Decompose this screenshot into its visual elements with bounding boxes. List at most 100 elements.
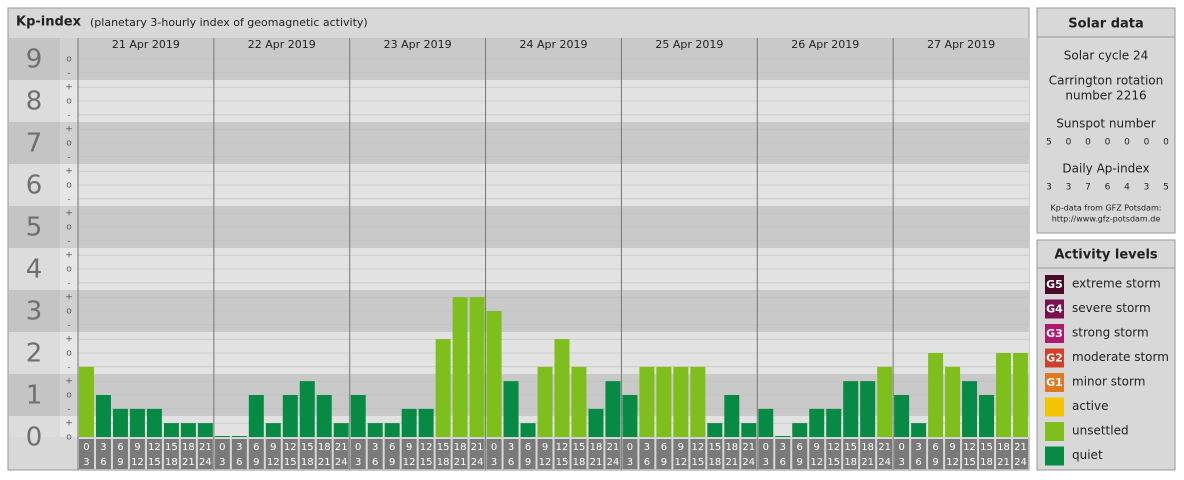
time-box [452,439,468,469]
band [60,248,78,290]
y-minor-label: + [65,209,73,219]
time-label: 12 [674,457,687,468]
source: http://www.gfz-potsdam.de [1052,215,1161,224]
time-box [537,439,553,469]
time-box [775,439,791,469]
band [9,248,60,290]
time-label: 6 [525,442,531,453]
time-box [554,439,570,469]
time-label: 6 [780,457,786,468]
day-label: 27 Apr 2019 [927,38,995,51]
time-box [843,439,859,469]
level-code: G1 [1046,376,1063,389]
chart-title: Kp-index [16,15,82,30]
time-box [809,439,825,469]
band [60,290,78,332]
time-label: 15 [148,457,161,468]
bar [962,381,978,437]
day-label: 21 Apr 2019 [112,38,180,51]
bar [129,408,145,437]
bar [724,395,740,437]
time-label: 18 [844,457,857,468]
time-box [486,439,502,469]
time-box [792,439,808,469]
band [60,416,78,437]
y-minor-label: - [67,152,70,162]
bar [435,339,451,437]
time-box [758,439,774,469]
time-label: 21 [1014,442,1027,453]
time-label: 3 [780,442,786,453]
bar [979,395,995,437]
time-label: 18 [573,457,586,468]
time-label: 18 [182,442,195,453]
bar [588,408,604,437]
bar [112,408,128,437]
band [60,374,78,416]
time-label: 6 [797,442,803,453]
time-box [384,439,400,469]
band [9,416,60,437]
level-name: unsettled [1072,424,1129,438]
bar [639,366,655,437]
bar [554,339,570,437]
time-box [1013,439,1028,469]
y-minor-label: - [67,320,70,330]
time-label: 12 [148,442,161,453]
band [60,332,78,374]
sunspot-value: 0 [1085,138,1091,148]
y-minor-label: + [65,377,73,387]
time-box [520,439,536,469]
bar [197,423,213,437]
band [60,38,78,80]
time-box [962,439,978,469]
time-box [316,439,332,469]
time-label: 15 [844,442,857,453]
sunspot-title: Sunspot number [1056,117,1155,131]
day-label: 23 Apr 2019 [384,38,452,51]
y-tick-label: 3 [26,297,43,327]
time-label: 15 [420,457,433,468]
time-box [469,439,485,469]
bar [622,395,638,437]
bar [1013,353,1028,437]
time-box [214,439,230,469]
level-code: G4 [1046,303,1063,316]
time-label: 9 [406,442,412,453]
time-label: 12 [946,457,959,468]
source: Kp-data from GFZ Potsdam: [1051,204,1162,213]
time-label: 6 [253,442,259,453]
bar [571,366,587,437]
time-label: 21 [607,442,620,453]
y-minor-label: - [67,404,70,414]
y-minor-label: - [67,68,70,78]
time-box [588,439,604,469]
level-swatch [1045,275,1064,294]
time-box [79,439,94,469]
time-box [248,439,264,469]
bar [537,366,553,437]
time-label: 15 [691,457,704,468]
time-label: 21 [725,457,738,468]
time-box [724,439,740,469]
bar [367,423,383,437]
time-box [945,439,961,469]
time-label: 12 [284,442,297,453]
ap-value: 3 [1066,183,1072,193]
bar [95,395,111,437]
band [60,206,78,248]
time-label: 21 [997,457,1010,468]
time-label: 6 [236,457,242,468]
time-label: 18 [708,457,721,468]
level-swatch [1045,397,1064,417]
time-label: 24 [471,457,484,468]
y-minor-label: o [66,181,72,191]
y-minor-label: + [65,419,73,429]
ap-value: 7 [1085,183,1091,193]
y-minor-label: o [66,349,72,359]
bar [469,297,485,437]
time-box [112,439,128,469]
bar [520,423,536,437]
y-minor-label: o [66,55,72,65]
bar [809,408,825,437]
